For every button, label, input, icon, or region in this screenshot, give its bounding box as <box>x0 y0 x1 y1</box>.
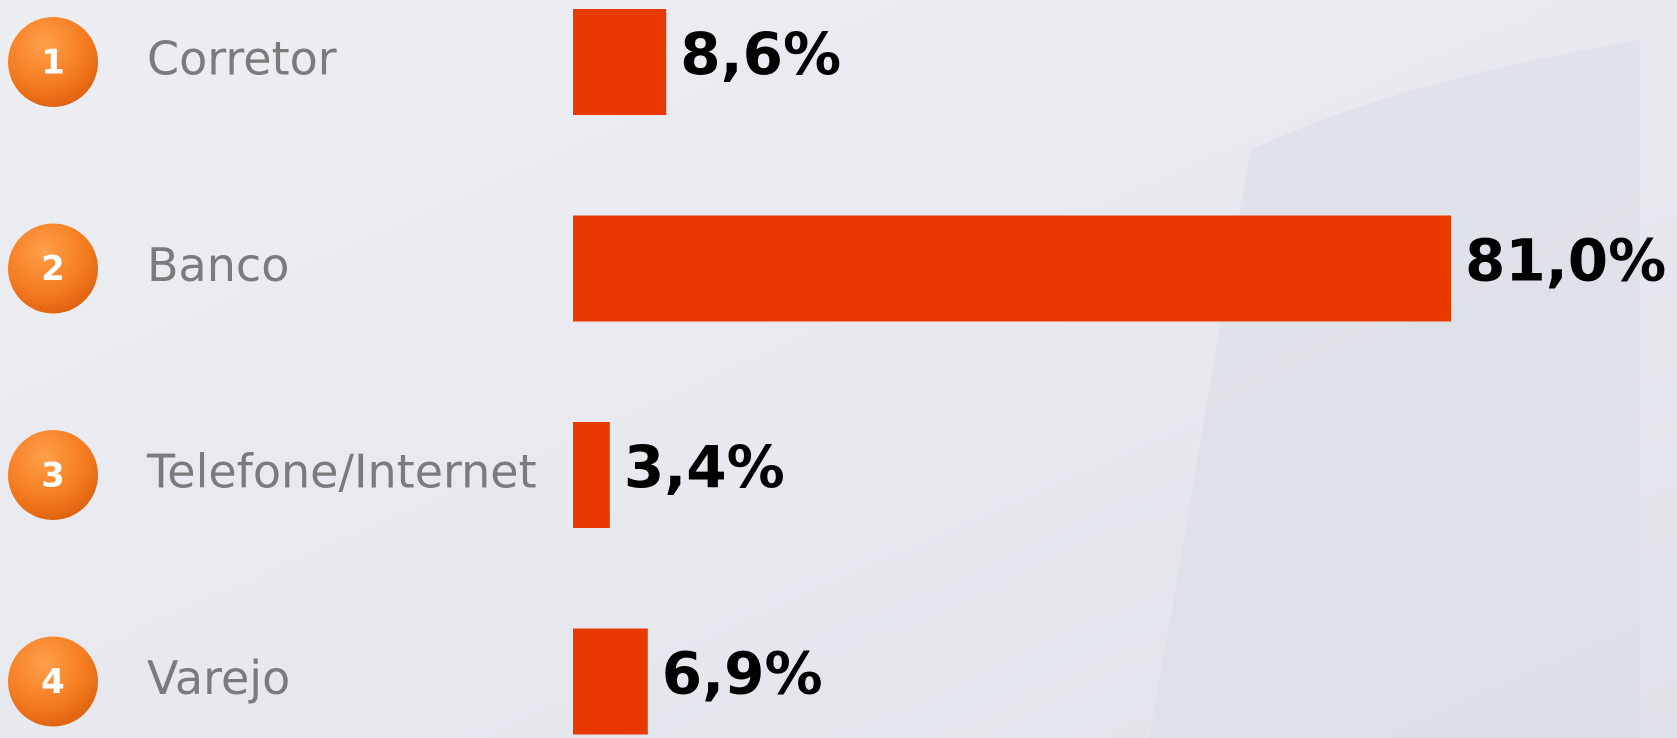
category-label: Banco <box>147 238 289 292</box>
rank-number: 1 <box>41 43 65 83</box>
rank-badge <box>8 17 98 107</box>
bar <box>573 422 610 528</box>
category-label: Telefone/Internet <box>146 445 537 499</box>
rank-badge <box>8 430 98 520</box>
value-label: 81,0% <box>1465 227 1666 295</box>
rank-number: 2 <box>41 249 65 289</box>
background-building <box>1150 40 1640 738</box>
value-label: 8,6% <box>680 20 841 88</box>
bar <box>573 215 1452 322</box>
category-label: Corretor <box>147 32 337 86</box>
rank-number: 4 <box>41 662 65 702</box>
category-label: Varejo <box>147 651 290 705</box>
bar <box>573 628 648 735</box>
rank-badge <box>8 636 98 727</box>
value-label: 6,9% <box>662 640 823 708</box>
value-label: 3,4% <box>624 433 785 501</box>
rank-badge <box>8 223 98 314</box>
bar <box>573 9 667 115</box>
rank-number: 3 <box>41 456 65 496</box>
